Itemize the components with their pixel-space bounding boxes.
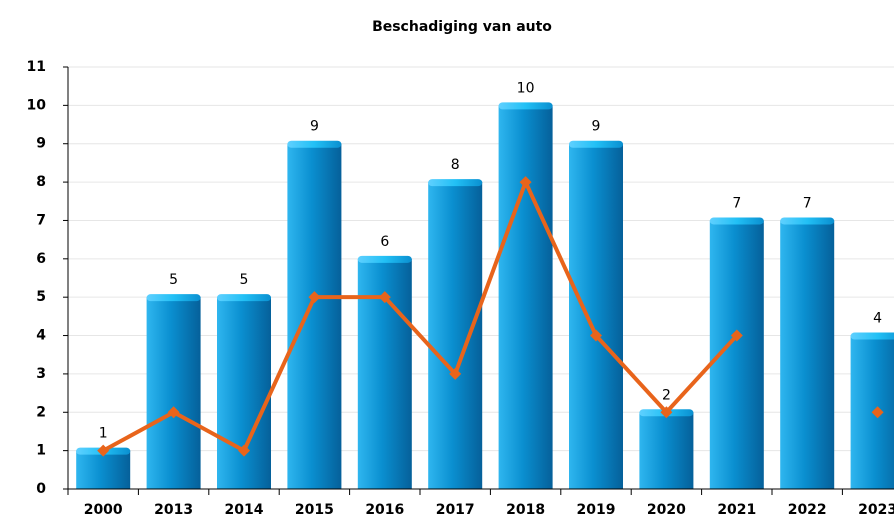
y-tick-label: 9 [36,136,46,152]
line-marker [730,329,743,342]
bar [146,297,201,489]
bar-cap [569,140,623,148]
value-label: 5 [169,272,178,288]
x-tick-label: 2013 [154,502,193,518]
value-label: 8 [451,157,460,173]
bar [569,143,623,489]
y-tick-label: 2 [36,404,46,420]
value-label: 7 [803,195,812,211]
bar-cap [357,255,412,263]
line-marker [97,444,110,457]
value-label: 9 [592,119,601,135]
value-label: 1 [99,426,108,442]
x-tick-label: 2020 [647,502,686,518]
x-tick-label: 2023 [858,502,894,518]
bar-cap [146,294,201,302]
bar [76,450,131,489]
y-tick-label: 6 [36,251,46,267]
x-tick-label: 2000 [84,502,123,518]
line-marker [871,406,884,419]
bar [217,297,271,489]
x-tick-label: 2015 [295,502,334,518]
y-tick-label: 1 [36,443,46,459]
chart-title: Beschadiging van auto [372,19,552,35]
line-marker [167,406,180,419]
bar-cap [428,179,483,187]
value-label: 7 [732,195,741,211]
bar [780,220,835,490]
value-label: 10 [517,80,535,96]
bar-cap [498,102,553,110]
x-tick-label: 2022 [788,502,827,518]
line-marker [449,367,462,380]
y-tick-label: 5 [36,289,46,305]
value-label: 4 [873,311,882,327]
line-marker [308,291,321,304]
bar [639,412,694,489]
value-label: 5 [240,272,249,288]
x-tick-label: 2019 [577,502,616,518]
x-tick-label: 2018 [506,502,545,518]
line-marker [590,329,602,342]
x-tick-label: 2017 [436,502,475,518]
bar [498,105,553,489]
value-label: 9 [310,119,319,135]
bar-cap [850,332,894,340]
bar-cap [217,294,271,302]
y-tick-label: 7 [36,212,46,228]
y-tick-label: 10 [27,97,47,113]
y-tick-label: 0 [36,481,46,497]
line-marker [519,176,532,189]
bar-cap [287,140,342,148]
line-marker [378,291,391,304]
value-label: 6 [380,234,389,250]
line-marker [660,406,673,419]
value-label: 2 [662,387,671,403]
bar-cap [780,217,835,225]
y-tick-label: 3 [36,366,46,382]
y-tick-label: 8 [36,174,46,190]
bar-cap [709,217,764,225]
x-tick-label: 2021 [717,502,756,518]
y-tick-label: 11 [27,59,46,75]
x-tick-label: 2016 [365,502,404,518]
bar [428,182,483,489]
bar [287,143,342,489]
line [102,180,739,453]
line-marker [238,444,250,457]
y-tick-label: 4 [36,328,46,344]
x-tick-label: 2014 [225,502,264,518]
